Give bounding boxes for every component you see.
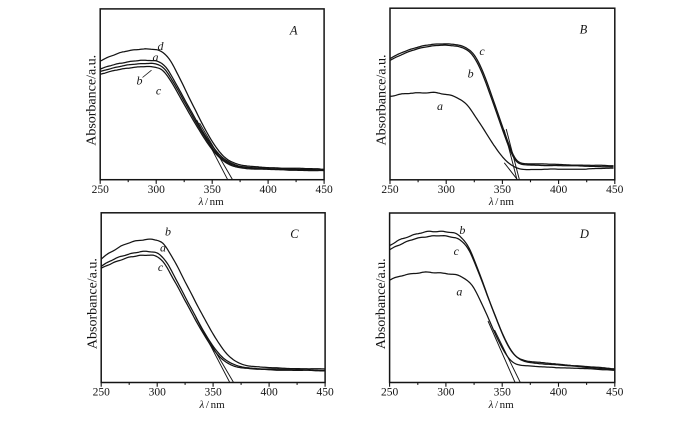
svg-text:250: 250 bbox=[92, 184, 110, 196]
svg-text:Absorbance/a.u.: Absorbance/a.u. bbox=[374, 55, 389, 146]
svg-text:250: 250 bbox=[93, 387, 111, 399]
svg-text:450: 450 bbox=[606, 184, 624, 196]
svg-text:a: a bbox=[160, 241, 166, 255]
svg-text:λ/nm: λ / nm bbox=[488, 196, 515, 208]
svg-text:450: 450 bbox=[606, 387, 624, 399]
svg-text:250: 250 bbox=[381, 184, 399, 196]
svg-text:b: b bbox=[137, 74, 143, 88]
svg-text:C: C bbox=[290, 227, 299, 241]
svg-text:A: A bbox=[289, 23, 298, 37]
svg-text:c: c bbox=[479, 44, 485, 58]
svg-text:450: 450 bbox=[315, 184, 333, 196]
svg-text:c: c bbox=[156, 84, 162, 98]
svg-text:c: c bbox=[454, 244, 460, 258]
svg-text:350: 350 bbox=[494, 387, 512, 399]
svg-text:400: 400 bbox=[550, 387, 568, 399]
svg-text:350: 350 bbox=[494, 184, 512, 196]
svg-text:a: a bbox=[437, 99, 443, 113]
svg-text:400: 400 bbox=[550, 184, 568, 196]
svg-text:250: 250 bbox=[381, 387, 399, 399]
svg-text:300: 300 bbox=[148, 184, 166, 196]
svg-text:D: D bbox=[579, 227, 589, 241]
svg-text:a: a bbox=[153, 50, 159, 64]
svg-text:400: 400 bbox=[260, 387, 278, 399]
svg-text:Absorbance/a.u.: Absorbance/a.u. bbox=[86, 258, 101, 349]
svg-text:300: 300 bbox=[438, 184, 456, 196]
svg-text:B: B bbox=[580, 23, 588, 37]
svg-text:Absorbance/a.u.: Absorbance/a.u. bbox=[85, 55, 100, 146]
svg-text:350: 350 bbox=[204, 184, 222, 196]
svg-text:λ/nm: λ / nm bbox=[198, 196, 225, 208]
svg-text:a: a bbox=[456, 285, 462, 299]
svg-text:b: b bbox=[459, 223, 465, 237]
svg-text:c: c bbox=[158, 260, 164, 274]
svg-text:λ/nm: λ / nm bbox=[488, 399, 515, 411]
svg-text:300: 300 bbox=[149, 387, 167, 399]
svg-text:λ/nm: λ / nm bbox=[199, 399, 226, 411]
svg-text:300: 300 bbox=[437, 387, 455, 399]
svg-text:400: 400 bbox=[259, 184, 277, 196]
svg-text:b: b bbox=[165, 225, 171, 239]
svg-text:b: b bbox=[468, 67, 474, 81]
svg-text:d: d bbox=[158, 39, 165, 53]
svg-text:450: 450 bbox=[316, 387, 334, 399]
svg-text:Absorbance/a.u.: Absorbance/a.u. bbox=[374, 258, 389, 349]
svg-text:350: 350 bbox=[204, 387, 222, 399]
